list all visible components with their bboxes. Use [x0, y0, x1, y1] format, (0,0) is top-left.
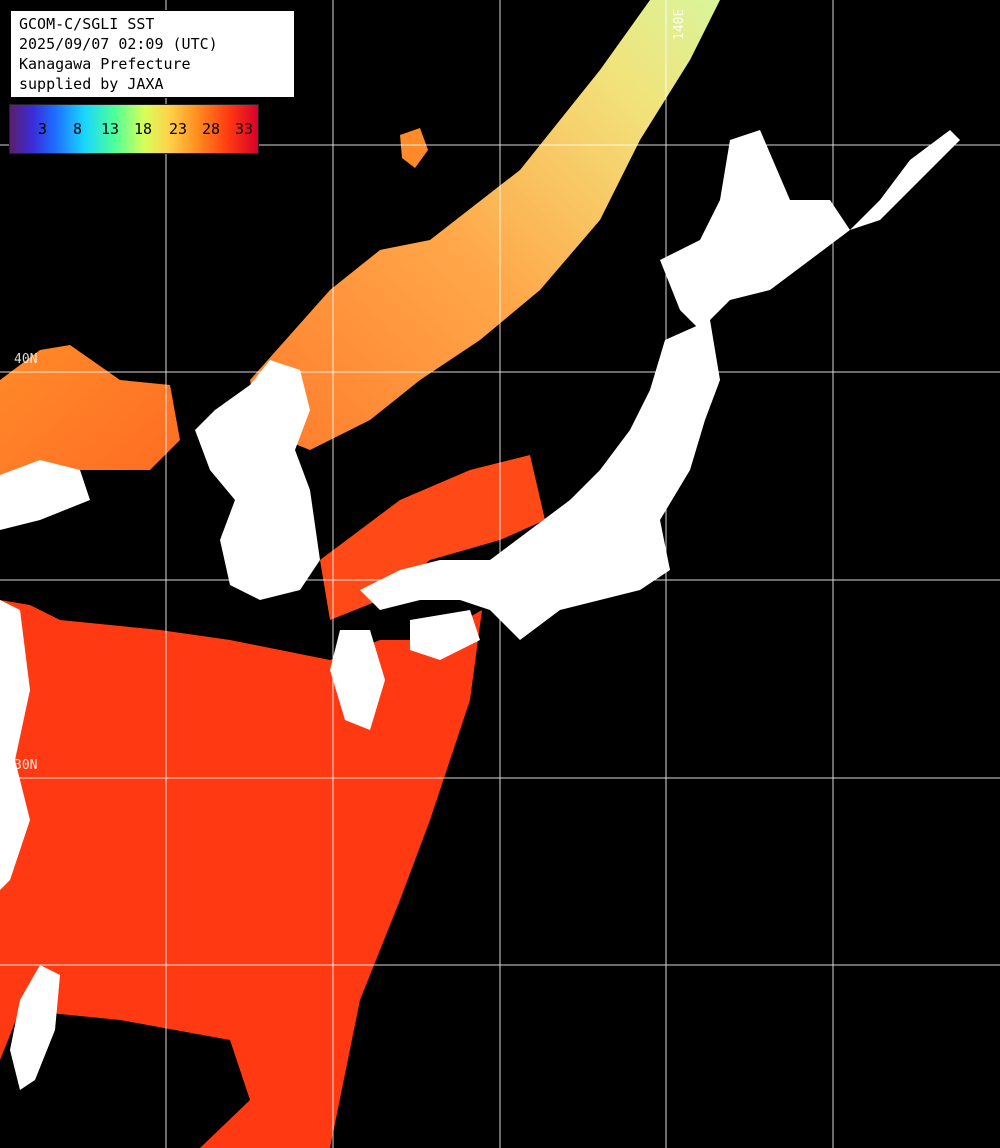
land-shikoku	[410, 610, 480, 660]
land-honshu	[360, 320, 720, 640]
land-taiwan	[10, 965, 60, 1090]
legend-tick-3: 3	[38, 120, 48, 138]
legend-tick-23: 23	[169, 120, 188, 138]
product-title: GCOM-C/SGLI SST	[19, 15, 155, 33]
provider-prefecture: Kanagawa Prefecture	[19, 55, 191, 73]
sst-sea-of-japan	[250, 0, 720, 450]
land-ulleung	[400, 128, 428, 168]
cloud-south	[0, 1010, 250, 1148]
legend-labels: 3 8 13 18 23 28 33	[10, 105, 258, 153]
land-korea	[195, 360, 320, 600]
legend-tick-13: 13	[101, 120, 120, 138]
data-supplier: supplied by JAXA	[19, 75, 164, 93]
lon-label-140e: 140E	[672, 8, 687, 40]
lat-label-30n: 30N	[14, 758, 38, 773]
legend-tick-8: 8	[73, 120, 83, 138]
legend-tick-18: 18	[134, 120, 153, 138]
land-hokkaido	[660, 130, 850, 330]
land-kuril	[850, 130, 960, 230]
land-china-north	[0, 460, 90, 530]
sst-swath-south	[0, 590, 482, 1148]
land-china-south	[0, 600, 30, 890]
info-box: GCOM-C/SGLI SST 2025/09/07 02:09 (UTC) K…	[10, 10, 295, 98]
lat-label-40n: 40N	[14, 352, 38, 367]
sst-tsushima	[320, 455, 545, 620]
legend-tick-28: 28	[202, 120, 221, 138]
sst-color-legend: 3 8 13 18 23 28 33	[9, 104, 259, 154]
legend-tick-33: 33	[235, 120, 254, 138]
observation-datetime: 2025/09/07 02:09 (UTC)	[19, 35, 218, 53]
land-kyushu	[330, 630, 385, 730]
